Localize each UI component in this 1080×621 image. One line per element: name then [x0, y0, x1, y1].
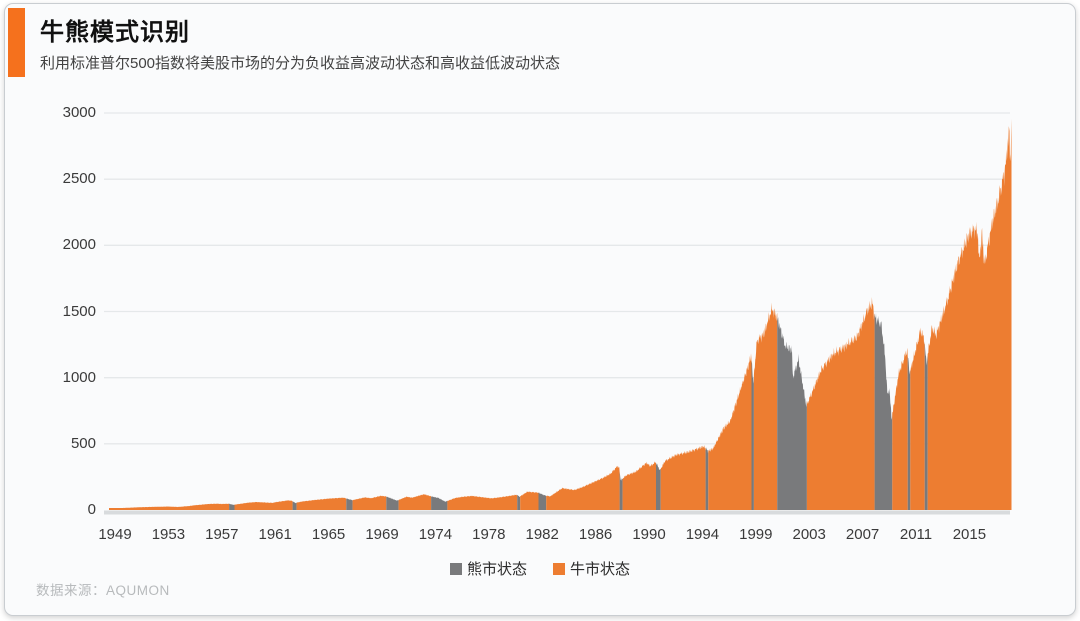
- x-axis-label: 1953: [151, 526, 186, 543]
- legend-item-bull: 牛市状态: [553, 558, 630, 579]
- x-axis-label: 2015: [952, 526, 987, 543]
- x-axis-label: 1982: [525, 526, 559, 543]
- y-axis-label: 3000: [62, 104, 96, 121]
- y-axis-label: 2500: [62, 170, 96, 188]
- bull-legend-label: 牛市状态: [570, 561, 631, 578]
- x-axis-label: 1999: [739, 526, 773, 543]
- x-axis-label: 1990: [632, 526, 666, 543]
- x-axis-label: 2007: [845, 526, 880, 543]
- bear-legend-label: 熊市状态: [466, 561, 527, 578]
- y-axis-label: 1000: [62, 368, 96, 386]
- y-axis-label: 0: [87, 501, 96, 518]
- chart-legend: 熊市状态 牛市状态: [0, 558, 1080, 579]
- legend-item-bear: 熊市状态: [449, 558, 527, 579]
- title-accent-bar: [8, 8, 25, 77]
- data-source: 数据来源：AQUMON: [36, 583, 170, 598]
- x-axis-label: 1961: [258, 526, 292, 543]
- x-axis-label: 1974: [418, 526, 453, 543]
- y-axis-label: 500: [70, 434, 96, 452]
- x-axis-label: 1957: [205, 526, 239, 543]
- x-axis-label: 2003: [792, 526, 826, 543]
- x-axis-label: 1969: [365, 526, 399, 543]
- x-axis-label: 1965: [311, 526, 346, 543]
- bear-legend-swatch: [449, 562, 462, 575]
- x-axis-label: 1986: [578, 526, 613, 543]
- page-subtitle: 利用标准普尔500指数将美股市场的分为负收益高波动状态和高收益低波动状态: [40, 55, 561, 72]
- x-axis-label: 1949: [98, 526, 132, 543]
- bull-legend-swatch: [553, 562, 565, 575]
- x-axis-label: 1978: [472, 526, 506, 543]
- x-axis-label: 2011: [899, 526, 933, 543]
- page-title: 牛熊模式识别: [40, 19, 190, 46]
- y-axis-label: 2000: [62, 236, 96, 254]
- x-axis-label: 1994: [685, 526, 720, 543]
- y-axis-label: 1500: [62, 302, 96, 320]
